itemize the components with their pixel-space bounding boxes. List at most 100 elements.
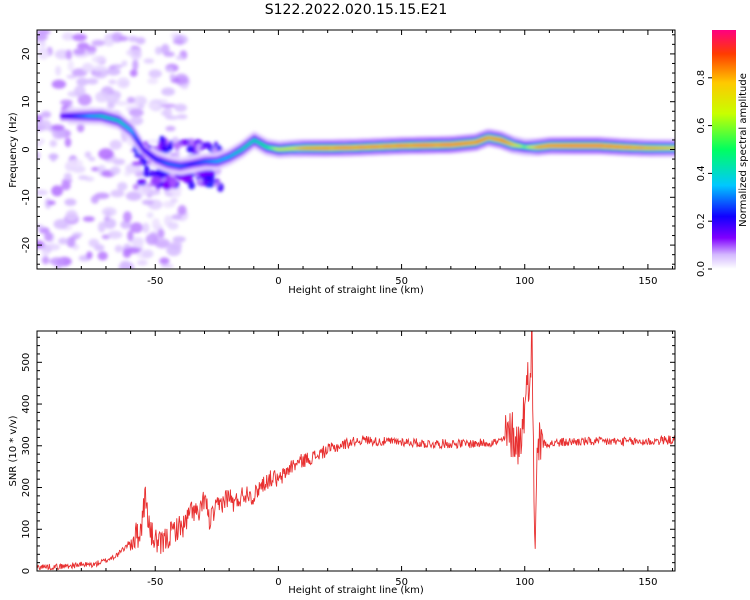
spectrogram-noise-blob [37,47,47,53]
spectrogram-ridge-cell [146,151,150,154]
spectrogram-noise-blob [169,73,176,80]
spectrogram-ridge-cell [242,147,246,149]
spectrogram-noise-blob [82,216,95,222]
spectrogram-noise-blob [130,116,144,126]
spectrogram-ridge-cell [251,140,255,143]
spectrogram-noise-blob [91,39,105,47]
spectrogram-ridge-cell [124,125,128,128]
spectrogram-noise-blob [63,172,72,181]
spectrogram-ridge-cell [125,126,129,129]
colorbar-gradient [712,30,736,269]
spectrogram-noise-blob [97,221,106,233]
spectrogram-noise-blob [106,67,121,76]
spectrogram-noise-blob [123,211,132,223]
spectrogram-ridge-cell [131,132,135,135]
spectrogram-noise-blob [87,51,96,56]
spectrogram-noise-blob [174,103,188,112]
spectrogram-noise-blob [165,125,176,132]
spectrogram-ridge-cell [126,127,131,130]
spectrogram-noise-blob [95,91,109,103]
spectrogram-ridge-cell [149,154,153,157]
y-tick-label: 0 [21,568,32,574]
spectrogram-blobs [37,30,675,269]
spectrogram-noise-blob [66,74,77,79]
spectrogram-ridge-cell [137,141,141,144]
spectrogram-ridge-cell [135,139,140,142]
spectrogram-noise-blob [113,101,130,106]
colorbar-tick-label: 0.6 [696,118,707,134]
spectrogram-ridge-cell [152,156,156,159]
spectrogram-ridge-cell [121,122,125,125]
spectrogram-noise-blob [55,65,62,76]
snr-x-axis-label: Height of straight line (km) [288,585,424,596]
spectrogram-noise-blob [148,69,162,78]
spectrogram-noise-blob [72,33,87,42]
spectrogram-noise-blob [186,145,195,153]
spectrogram-noise-blob [137,185,151,196]
y-tick-label: -20 [21,237,32,253]
spectrogram-noise-blob [49,139,58,148]
spectrogram-noise-blob [64,137,72,148]
spectrogram-ridge-cell [143,149,147,152]
spectrogram-noise-blob [105,94,120,104]
spectrogram-noise-blob [132,95,148,107]
spectrogram-noise-blob [161,43,170,55]
spectrogram-noise-blob [127,230,134,242]
spectrogram-noise-blob [78,175,89,180]
x-tick-label: -50 [147,577,163,588]
spectrogram-noise-blob [50,153,57,162]
x-tick-label: 100 [515,276,534,287]
spectrogram-noise-blob [47,200,56,206]
spectrogram-noise-blob [67,159,84,168]
snr-y-ticks: 0 100 200 300 400 500 [21,336,675,574]
spectrogram-noise-blob [81,62,94,73]
spectrogram-noise-blob [52,127,66,140]
spectrogram-noise-blob [98,148,114,160]
spectrogram-noise-blob [136,259,148,266]
spectrogram-noise-blob [170,198,178,203]
spectrogram-noise-blob [84,151,92,158]
spectrogram-noise-blob [77,93,92,106]
y-tick-label: 300 [21,436,32,455]
spectrogram-noise-blob [73,48,86,55]
spectrogram-noise-blob [37,33,48,41]
y-tick-label: 0 [21,146,32,152]
spectrogram-noise-blob [180,83,189,90]
spectrogram-noise-blob [147,78,159,85]
spectrogram-noise-blob [118,35,129,42]
spectrogram-noise-blob [60,99,73,106]
x-tick-label: -50 [147,276,163,287]
spectrogram-noise-blob [159,257,170,265]
spectrogram-noise-blob [131,161,143,166]
snr-series-line [37,331,675,571]
figure-title: S122.2022.020.15.15.E21 [265,2,448,18]
spectrogram-noise-blob [92,65,108,72]
spectrogram-noise-blob [196,143,202,154]
spectrogram-noise-blob [169,177,177,189]
spectrogram-noise-blob [128,35,138,43]
colorbar-tick-label: 0.4 [696,165,707,181]
spectrogram-noise-blob [51,124,65,131]
spectrogram-noise-blob [129,69,138,77]
spectrogram-noise-blob [130,48,142,61]
x-tick-label: 150 [638,276,657,287]
spectrogram-noise-blob [120,220,132,229]
spectrogram-noise-blob [103,218,117,229]
colorbar: 0.0 0.2 0.4 0.6 0.8 Normalized spectral ampl… [696,30,749,277]
spectrogram-noise-blob [165,67,174,73]
spectrogram-noise-blob [108,79,117,85]
snr-plot-area [37,331,675,571]
spectrogram-noise-blob [132,239,144,248]
spectrogram-noise-blob [101,207,117,217]
spectrogram-ridge-cell [240,148,245,151]
spectrogram-noise-blob [40,111,52,119]
spectrogram-noise-blob [41,249,50,257]
spectrogram-noise-blob [134,152,143,158]
y-tick-label: -10 [21,189,32,205]
snr-panel: -50 0 50 100 150 0 100 200 300 400 500 Height of … [8,330,676,596]
spectrogram-ridge-cell [140,146,144,149]
spectrogram-noise-blob [142,222,150,234]
x-tick-label: 50 [395,276,408,287]
spectrogram-ridge-cell [248,142,252,145]
spectrogram-noise-blob [119,81,129,86]
